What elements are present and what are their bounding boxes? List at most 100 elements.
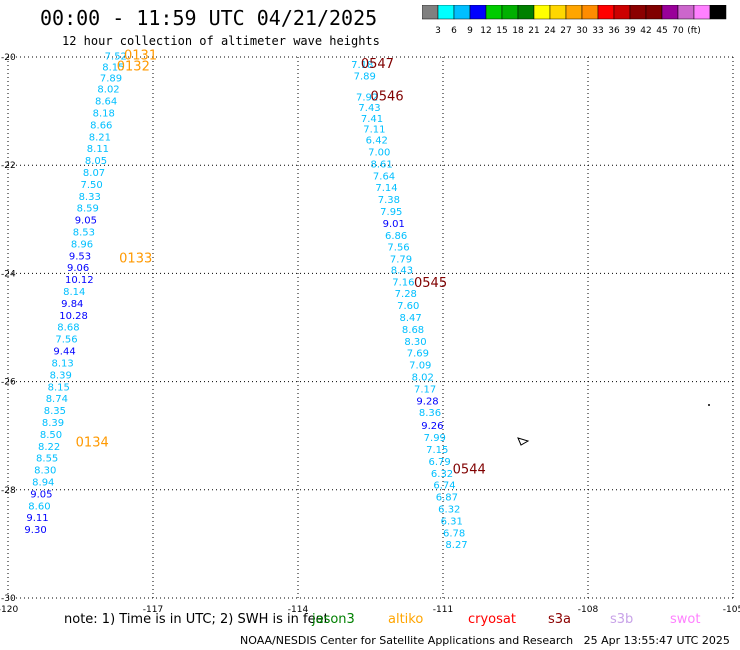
wave-height-value: 7.38 (378, 195, 400, 206)
wave-height-colorbar: 3 6 9 12 15 18 21 24 27 30 33 36 39 42 45 70 (ft) (422, 5, 727, 36)
wave-height-value: 8.27 (445, 540, 467, 551)
wave-height-value: 7.56 (55, 335, 77, 346)
wave-height-value: 8.96 (71, 239, 93, 250)
wave-height-value: 8.05 (85, 156, 107, 167)
wave-height-value: 7.52 (105, 52, 127, 63)
lat-tick-label: -26 (1, 378, 16, 388)
pass-time-label: 0547 (361, 57, 394, 72)
colorbar-label: 33 (592, 26, 603, 36)
wave-height-value: 8.60 (28, 501, 50, 512)
wave-height-value: 8.14 (63, 287, 85, 298)
wave-height-value: 8.39 (50, 370, 72, 381)
legend-item: swot (670, 612, 701, 627)
wave-height-value: 8.50 (40, 430, 62, 441)
wave-height-value: 9.06 (67, 263, 89, 274)
wave-height-value: 8.11 (87, 144, 109, 155)
wave-height-value: 7.15 (426, 445, 448, 456)
colorbar-label: 30 (576, 26, 588, 36)
colorbar-swatch (709, 5, 727, 20)
wave-height-value: 9.26 (421, 421, 443, 432)
wave-height-value: 8.35 (44, 406, 66, 417)
wave-height-value: 7.60 (397, 301, 419, 312)
wave-height-value: 8.43 (391, 265, 413, 276)
colorbar-label: 24 (544, 26, 556, 36)
colorbar-label: 70 (672, 26, 684, 36)
page-title: 00:00 - 11:59 UTC 04/21/2025 (40, 6, 378, 30)
map-subtitle: 12 hour collection of altimeter wave hei… (62, 34, 380, 48)
wave-height-value: 8.07 (83, 168, 105, 179)
wave-height-value: 8.64 (95, 97, 117, 108)
wave-height-value: 8.68 (57, 323, 79, 334)
wave-height-value: 7.92 (356, 92, 378, 103)
legend-item: jason3 (312, 612, 355, 627)
wave-height-value: 8.02 (97, 85, 119, 96)
wave-height-value: 6.79 (429, 457, 451, 468)
wave-height-value: 7.09 (409, 361, 431, 372)
colorbar-label: (ft) (687, 26, 701, 36)
lon-tick-label: -108 (578, 605, 599, 615)
wave-height-value: 9.44 (53, 347, 75, 358)
legend-item: s3a (548, 612, 572, 627)
legend-item: altiko (388, 612, 424, 627)
wave-height-value: 7.43 (358, 103, 380, 114)
wave-height-value: 6.87 (436, 493, 458, 504)
wave-height-value: 6.32 (438, 505, 460, 516)
wave-height-value: 8.55 (36, 454, 58, 465)
wave-height-value: 6.31 (441, 516, 463, 527)
wave-height-value: 7.41 (361, 114, 383, 125)
wave-height-value: 7.28 (395, 289, 417, 300)
wave-height-value: 7.16 (392, 277, 414, 288)
colorbar-label: 12 (480, 26, 491, 36)
wave-height-value: 8.18 (93, 109, 115, 120)
wave-height-value: 7.64 (373, 171, 395, 182)
colorbar-label: 18 (512, 26, 524, 36)
wave-height-value: 9.05 (30, 489, 52, 500)
wave-height-value: 8.53 (73, 228, 95, 239)
units-note: note: 1) Time is in UTC; 2) SWH is in fe… (64, 612, 329, 627)
colorbar-label: 6 (451, 26, 457, 36)
wave-height-value: 7.17 (414, 384, 436, 395)
wave-height-value: 7.56 (387, 243, 409, 254)
lon-tick-label: -105 (723, 605, 740, 615)
colorbar-label: 21 (528, 26, 539, 36)
lat-tick-label: -30 (1, 594, 16, 604)
credit-line: NOAA/NESDIS Center for Satellite Applica… (240, 634, 730, 647)
wave-height-value: 9.53 (69, 251, 91, 262)
wave-height-value: 6.78 (443, 528, 465, 539)
wave-height-value: 8.39 (42, 418, 64, 429)
wave-height-value: 8.30 (34, 466, 56, 477)
legend-item: cryosat (468, 612, 516, 627)
lat-tick-label: -28 (1, 486, 16, 496)
wave-height-value: 8.22 (38, 442, 60, 453)
wave-height-value: 8.33 (79, 192, 101, 203)
pass-time-label: 0132 (117, 60, 150, 75)
wave-height-value: 7.69 (407, 349, 429, 360)
wave-height-value: 8.66 (90, 120, 112, 131)
colorbar-label: 9 (467, 26, 473, 36)
wave-height-value: 7.18 (351, 60, 373, 71)
wave-height-value: 8.47 (400, 313, 422, 324)
wave-height-value: 9.30 (24, 525, 46, 536)
pass-time-label: 0131 (124, 49, 157, 64)
lon-tick-label: -117 (143, 605, 163, 615)
wave-height-value: 8.02 (412, 373, 434, 384)
wave-height-value: 7.95 (380, 207, 402, 218)
colorbar-label: 42 (640, 26, 651, 36)
wave-height-value: 9.11 (26, 513, 48, 524)
wave-height-value: 6.32 (431, 469, 453, 480)
wave-height-value: 9.05 (75, 216, 97, 227)
island-outline (517, 437, 530, 446)
pass-time-label: 0545 (414, 276, 447, 291)
wave-height-value: 8.21 (89, 132, 111, 143)
wave-height-value: 9.01 (383, 219, 405, 230)
wave-height-value: 8.30 (404, 337, 426, 348)
lon-tick-label: -114 (288, 605, 309, 615)
colorbar-label: 36 (608, 26, 620, 36)
colorbar-label: 45 (656, 26, 667, 36)
wave-height-value: 8.68 (402, 325, 424, 336)
wave-height-value: 7.50 (81, 180, 103, 191)
wave-height-value: 9.84 (61, 299, 83, 310)
wave-height-value: 7.89 (354, 72, 376, 83)
wave-height-value: 8.74 (46, 394, 68, 405)
